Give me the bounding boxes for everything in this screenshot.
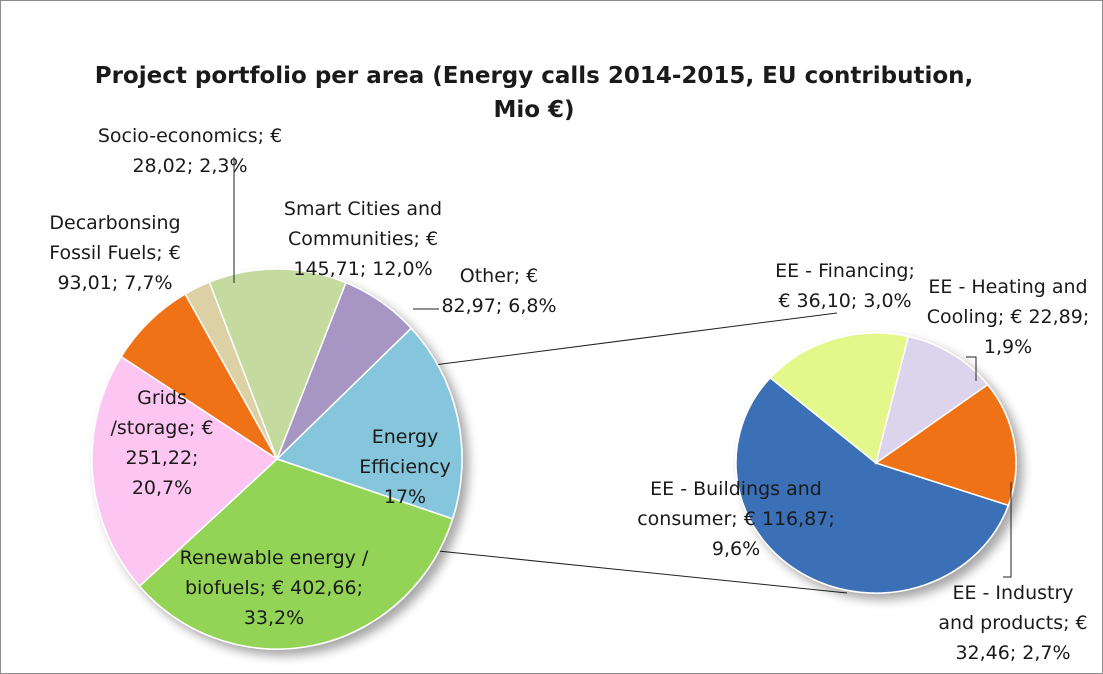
data-label-socio-economics: Socio-economics; € 28,02; 2,3% [98,125,282,177]
slice-ee-buildings-and-consumer [735,376,1010,594]
data-label-line: Energy [372,426,439,448]
slice-labels: Energy Efficiency 17% Renewable energy / bio… [49,125,1089,664]
leader-ee-industry-and-products [1003,482,1012,578]
slice-smart-cities-and-communities [208,268,347,462]
data-label-line: EE - Industry [952,582,1073,604]
chart-title-line-1: Project portfolio per area (Energy calls… [95,63,974,89]
data-label-line: 93,01; 7,7% [57,272,172,294]
data-label-line: Decarbonsing [49,212,180,234]
data-label-line: 9,6% [712,538,760,560]
data-label-line: 20,7% [132,477,192,499]
data-label-other: Other; € 82,97; 6,8% [441,265,556,317]
leader-ee-heating-and-cooling [966,356,977,381]
data-label-line: 251,22; [126,447,199,469]
data-label-line: 28,02; 2,3% [132,155,247,177]
main-pie [91,268,463,650]
data-label-line: /storage; € [110,417,213,439]
data-label-line: EE - Buildings and [650,478,822,500]
data-label-line: € 36,10; 3,0% [778,290,911,312]
data-label-line: Grids [137,387,187,409]
slice-other [276,281,413,460]
data-label-line: biofuels; € 402,66; [185,577,363,599]
connector-line-bottom [437,550,848,594]
connector-line-top [433,312,838,366]
data-label-line: Fossil Fuels; € [49,242,181,264]
label-leader-lines [233,157,1012,578]
data-label-line: 32,46; 2,7% [955,642,1070,664]
slice-grids-storage [91,355,279,588]
slice-ee-financing [769,332,910,465]
data-label-line: EE - Heating and [928,276,1087,298]
data-label-line: 82,97; 6,8% [441,295,556,317]
data-label-ee-financing: EE - Financing; € 36,10; 3,0% [775,260,915,312]
data-label-line: Renewable energy / [180,547,369,569]
data-label-line: Socio-economics; € [98,125,282,147]
data-label-line: EE - Financing; [775,260,915,282]
data-label-line: 1,9% [984,336,1032,358]
data-label-line: consumer; € 116,87; [637,508,835,530]
data-label-decarbonsing-fossil-fuels: Decarbonsing Fossil Fuels; € 93,01; 7,7% [49,212,181,294]
slice-energy-efficiency [275,327,463,520]
secondary-pie [735,332,1017,594]
data-label-line: Communities; € [288,228,438,250]
data-label-line: Efficiency [359,456,451,478]
data-label-line: Other; € [460,265,538,287]
data-label-line: Smart Cities and [284,198,442,220]
data-label-renewable-energy-biofuels: Renewable energy / biofuels; € 402,66; 33,… [180,547,369,629]
data-label-energy-efficiency: Energy Efficiency 17% [359,426,451,508]
data-label-ee-industry-and-products: EE - Industry and products; € 32,46; 2,7% [938,582,1087,664]
data-label-ee-heating-and-cooling: EE - Heating and Cooling; € 22,89; 1,9% [927,276,1090,358]
slice-renewable-energy-biofuels [138,458,454,650]
data-label-ee-buildings-and-consumer: EE - Buildings and consumer; € 116,87; 9,6… [637,478,835,560]
breakout-connector-lines [433,312,848,594]
data-label-grids-storage: Grids/storage; € 251,22; 20,7% [110,387,213,499]
data-label-line: 33,2% [244,607,304,629]
data-label-smart-cities-and-communities: Smart Cities and Communities; € 145,71; 12… [284,198,442,280]
data-label-line: Cooling; € 22,89; [927,306,1090,328]
slice-ee-heating-and-cooling [874,335,989,465]
data-label-line: and products; € [938,612,1087,634]
data-label-line: 17% [384,486,426,508]
data-label-line: 145,71; 12,0% [293,258,432,280]
chart-title-line-2: Mio €) [493,97,574,123]
